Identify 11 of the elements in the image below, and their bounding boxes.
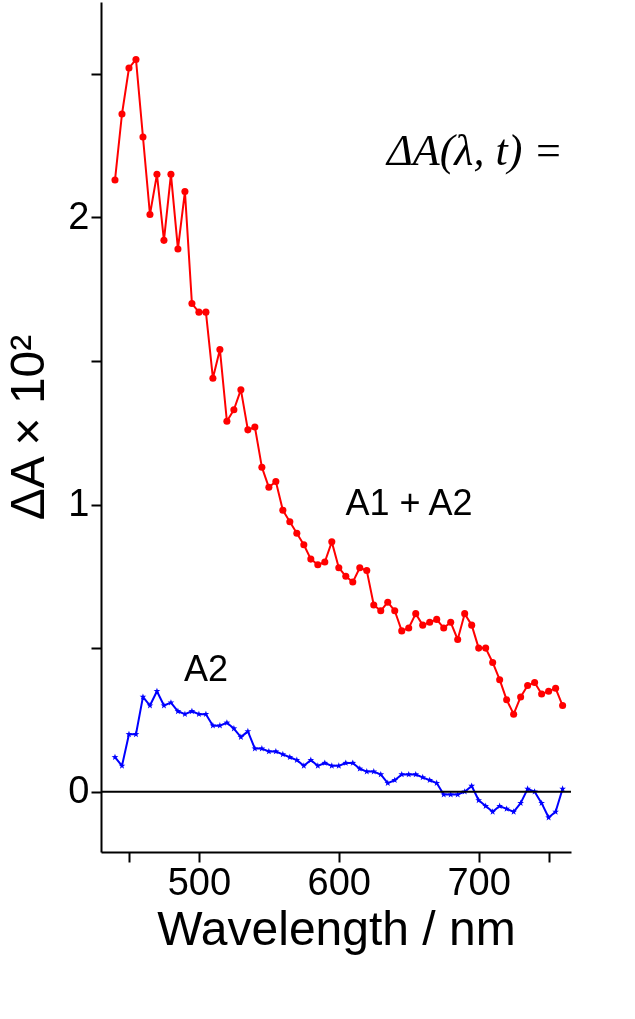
y-tick-label: 0 <box>68 769 90 812</box>
y-axis-title: ΔA × 10² <box>1 334 55 521</box>
series-label: A2 <box>183 648 229 689</box>
x-tick-label: 700 <box>447 860 511 903</box>
series-label: A1 + A2 <box>345 482 473 523</box>
y-tick-label: 1 <box>68 482 90 525</box>
x-tick-label: 600 <box>307 860 371 903</box>
annotation: ΔA(λ, t) = <box>385 126 563 175</box>
x-tick-label: 500 <box>167 860 232 903</box>
x-axis-title: Wavelength / nm <box>157 901 516 955</box>
y-tick-label: 2 <box>68 194 90 237</box>
